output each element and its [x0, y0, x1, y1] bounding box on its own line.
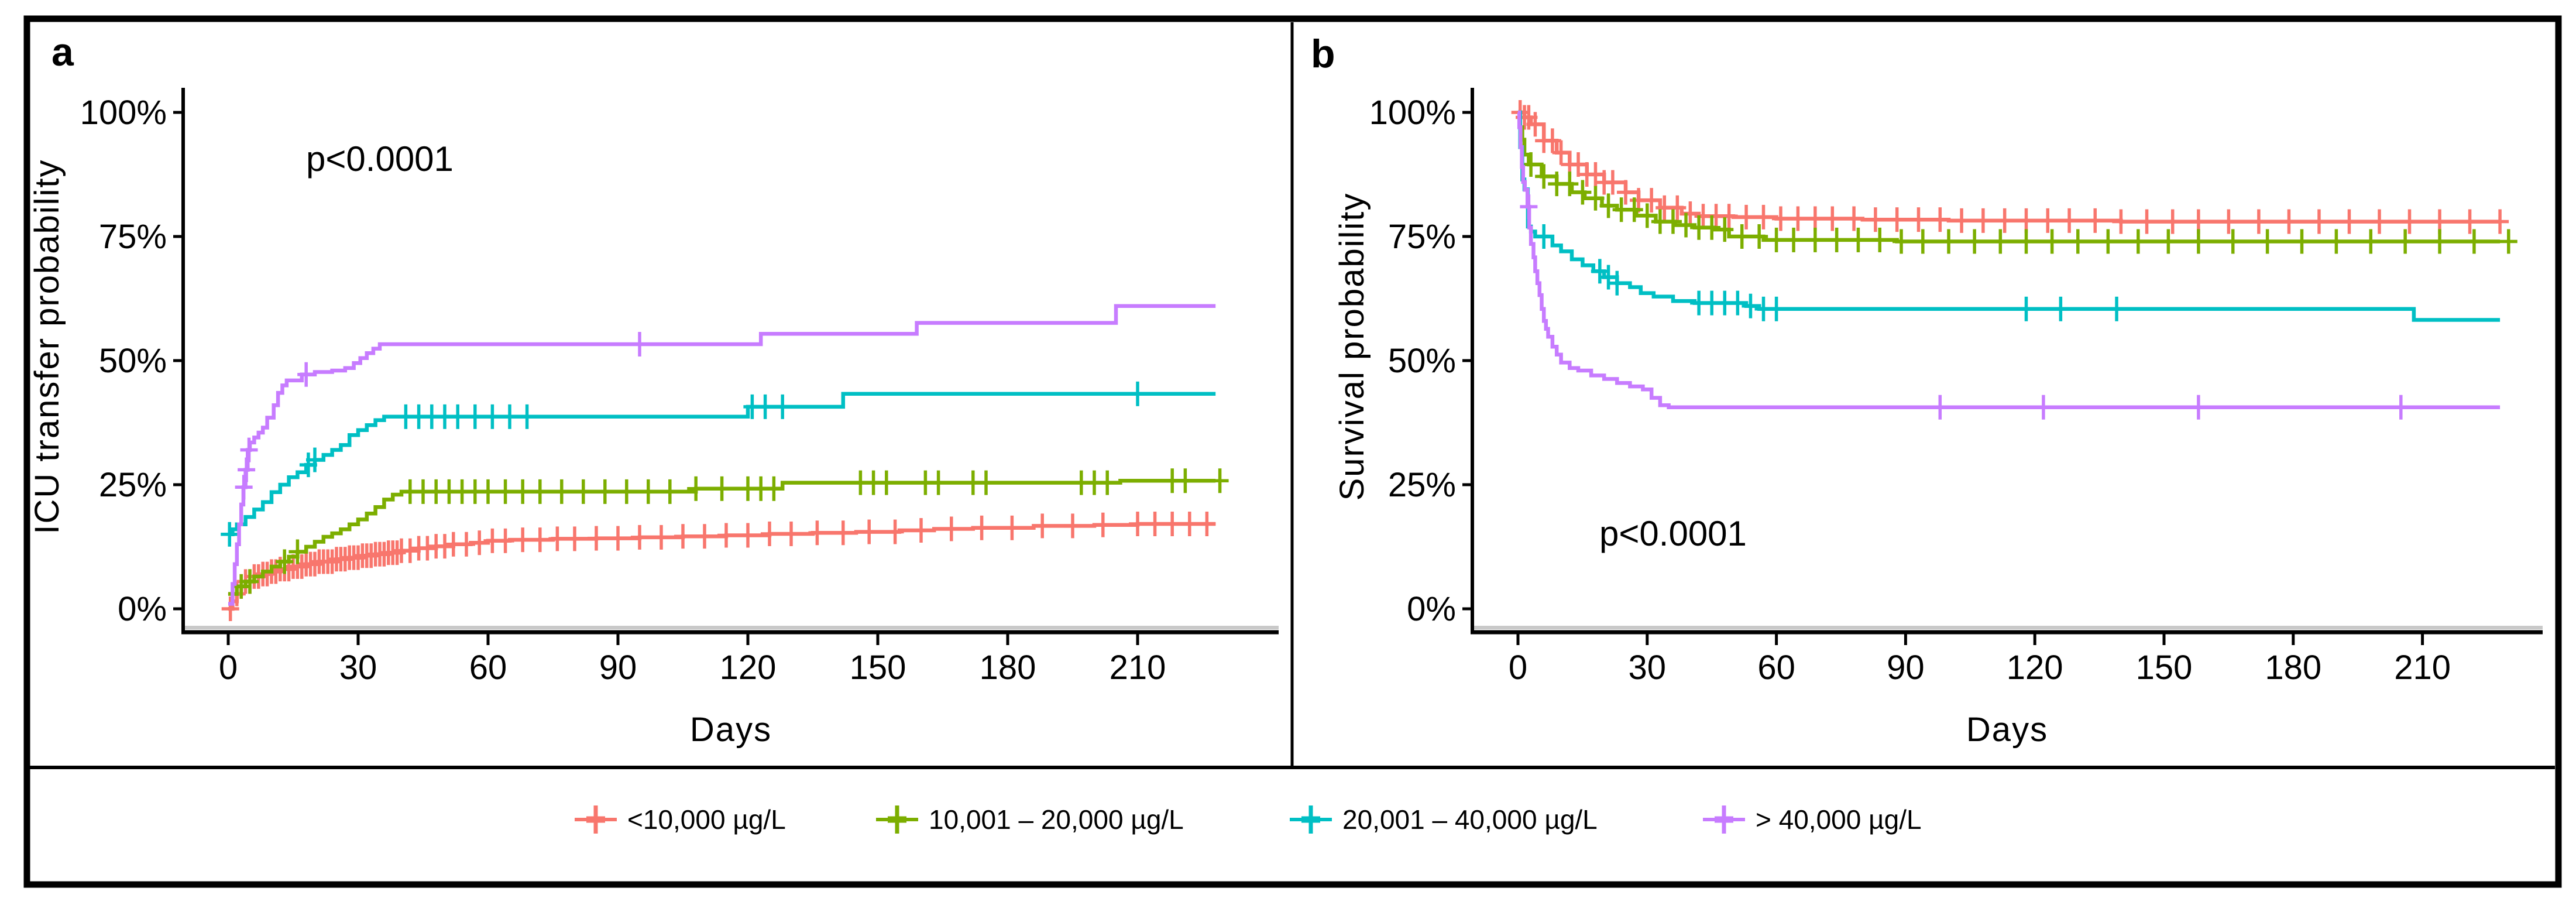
x-tick-label: 0 [219, 649, 238, 687]
km-curve [228, 304, 1216, 606]
x-tick-label: 180 [980, 649, 1036, 687]
legend: <10,000 µg/L 10,001 – 20,000 µg/L 20,001 –… [575, 804, 1922, 835]
legend-label: 10,001 – 20,000 µg/L [929, 804, 1184, 835]
panel-a-y-axis-title: ICU transfer probability [28, 159, 66, 534]
y-tick-label: 0% [1407, 590, 1456, 628]
km-curve [228, 478, 1216, 596]
legend-item: > 40,000 µg/L [1703, 804, 1922, 835]
km-curve [1517, 110, 2501, 409]
panel-b-x-axis-title: Days [1966, 711, 2048, 749]
panel-a-x-axis-title: Days [690, 711, 772, 749]
panel-b-y-axis-title: Survival probability [1333, 193, 1371, 501]
legend-items: <10,000 µg/L 10,001 – 20,000 µg/L 20,001 –… [575, 804, 1922, 835]
x-tick-label: 30 [339, 649, 377, 687]
x-axis-shadow [183, 626, 1279, 629]
legend-label: 20,001 – 40,000 µg/L [1342, 804, 1598, 835]
panel-b-letter: b [1311, 32, 1335, 76]
y-tick-label: 100% [80, 94, 167, 132]
x-tick-label: 30 [1629, 649, 1667, 687]
panel-a-letter: a [51, 30, 74, 74]
x-tick-label: 90 [599, 649, 637, 687]
x-tick-label: 60 [1757, 649, 1795, 687]
legend-item: <10,000 µg/L [575, 804, 786, 835]
x-axis-shadow [1472, 626, 2543, 629]
x-tick-label: 120 [720, 649, 777, 687]
panel-b: b Survival probability p<0.0001 Days 0% 2… [1311, 32, 2543, 749]
y-tick-label: 75% [99, 218, 167, 256]
x-tick-label: 180 [2265, 649, 2321, 687]
y-tick-label: 50% [99, 342, 167, 380]
legend-item: 10,001 – 20,000 µg/L [876, 804, 1184, 835]
y-tick-label: 75% [1388, 218, 1456, 256]
panel-a: a ICU transfer probability p<0.0001 Days… [28, 30, 1279, 749]
x-tick-label: 210 [1110, 649, 1166, 687]
y-tick-label: 50% [1388, 342, 1456, 380]
x-tick-label: 150 [2136, 649, 2193, 687]
panel-a-plot: 0% 25% 50% 75% 100% 0 30 60 90 120 150 180 210 [80, 88, 1279, 687]
x-tick-label: 60 [469, 649, 507, 687]
y-tick-label: 100% [1369, 94, 1456, 132]
x-tick-label: 0 [1509, 649, 1527, 687]
legend-label: > 40,000 µg/L [1756, 804, 1922, 835]
x-tick-label: 150 [850, 649, 906, 687]
x-tick-label: 120 [2007, 649, 2063, 687]
legend-label: <10,000 µg/L [627, 804, 786, 835]
x-tick-label: 90 [1887, 649, 1925, 687]
y-tick-label: 25% [99, 466, 167, 504]
x-tick-label: 210 [2394, 649, 2451, 687]
y-tick-label: 0% [118, 590, 167, 628]
y-tick-label: 25% [1388, 466, 1456, 504]
panel-b-plot: 0% 25% 50% 75% 100% 0 30 60 90 120 150 180 210 [1369, 88, 2543, 687]
panel-b-pvalue: p<0.0001 [1599, 514, 1747, 553]
panel-a-pvalue: p<0.0001 [306, 139, 454, 179]
legend-item: 20,001 – 40,000 µg/L [1290, 804, 1598, 835]
